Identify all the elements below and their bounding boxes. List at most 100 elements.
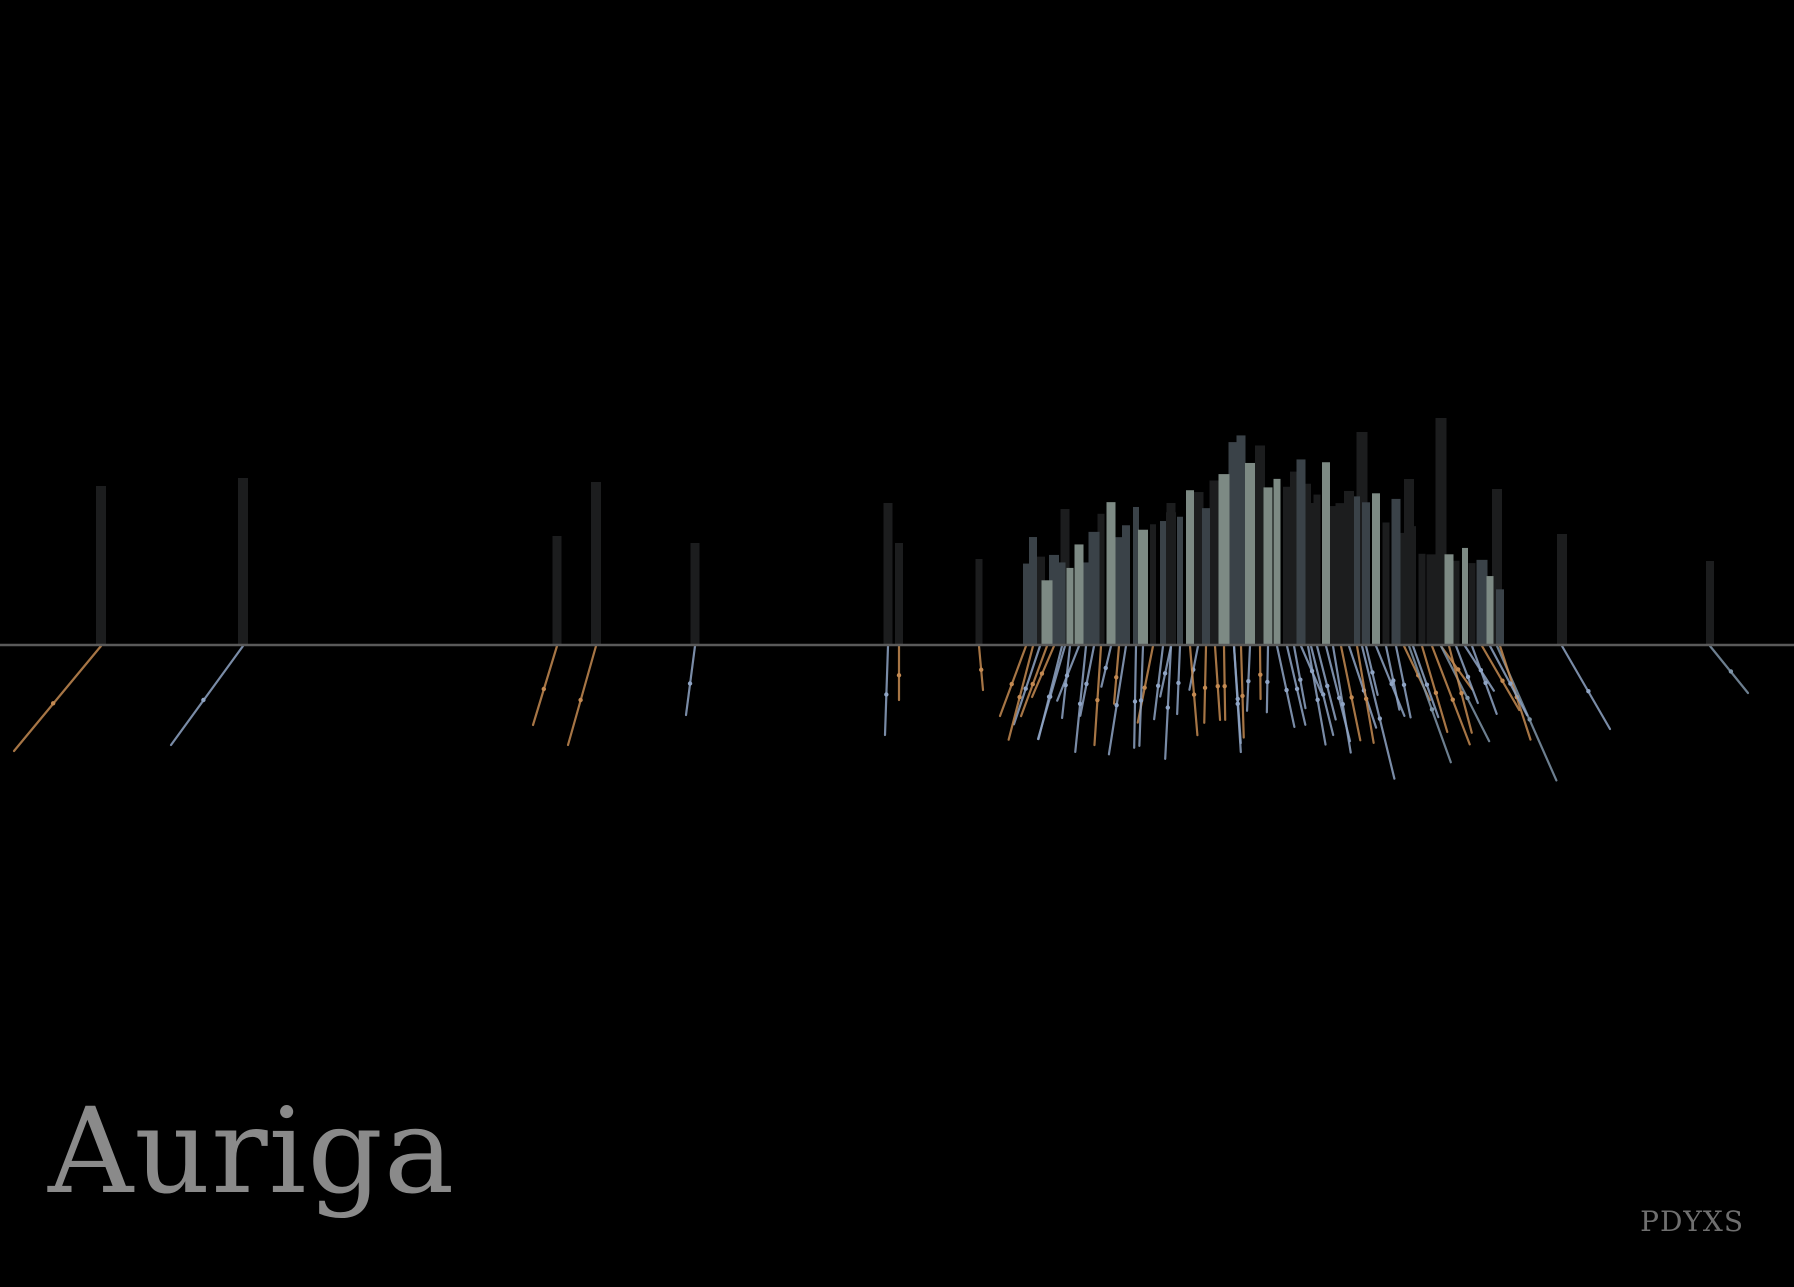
star-shadow-node [1265, 679, 1270, 685]
star-shadow [1265, 644, 1270, 714]
star-bar [1209, 480, 1221, 645]
star-shadow-node [1215, 684, 1220, 689]
star-bar [1306, 503, 1316, 645]
star-bar [1344, 490, 1354, 645]
star-shadow [169, 644, 245, 747]
star-shadow [1347, 644, 1378, 729]
star-shadow-node [896, 673, 902, 678]
star-shadow-node [1508, 681, 1513, 686]
star-shadow [1188, 644, 1199, 737]
star-shadow-node [578, 697, 583, 703]
star-bar [1041, 580, 1053, 645]
star-bar [1245, 462, 1255, 645]
star-shadow-node [1391, 678, 1396, 683]
star-shadow-node [1284, 687, 1289, 693]
star-shadow [998, 644, 1028, 718]
star-shadow [1007, 644, 1035, 741]
star-shadow [1411, 644, 1440, 719]
star-shadow-node [1222, 683, 1227, 689]
star-shadow [1488, 644, 1529, 717]
star-shadow-node [1103, 665, 1108, 671]
star-shadow [883, 644, 890, 737]
artist-signature: PDYXS [1640, 1205, 1744, 1238]
star-shadow-node [979, 667, 984, 672]
star-bar [1296, 459, 1306, 645]
star-bar [1486, 576, 1494, 645]
star-shadow-node [50, 701, 56, 706]
star-shadow [1239, 644, 1245, 739]
star-shadow-node [1424, 682, 1430, 687]
star-shadow-node [1084, 681, 1089, 687]
star-bar [1160, 521, 1166, 645]
star-shadow-node [1246, 679, 1251, 684]
star-shadow [1030, 644, 1056, 699]
star-shadow-node [1030, 681, 1035, 687]
star-bar [1328, 506, 1338, 645]
star-shadow [1037, 644, 1064, 741]
star-shadow-node [1240, 693, 1245, 699]
star-shadow [1079, 644, 1096, 717]
star-bar [1097, 513, 1105, 645]
star-shadow [1439, 644, 1491, 743]
star-shadow-node [1023, 686, 1028, 691]
star-shadow [1138, 644, 1145, 747]
star-shadow [1447, 644, 1473, 734]
star-shadow-node [1389, 681, 1394, 687]
star-bar [1150, 524, 1156, 645]
star-shadow-node [1191, 692, 1197, 697]
star-shadow-node [1162, 671, 1168, 676]
star-shadow [1245, 644, 1252, 712]
star-bar [1177, 516, 1183, 645]
star-shadow-node [1114, 675, 1119, 680]
star-bar [1492, 489, 1502, 645]
star-shadow-node [1465, 695, 1470, 701]
star-shadow-node [1527, 717, 1532, 722]
star-bar [1133, 506, 1139, 645]
star-bar [1088, 531, 1100, 645]
star-shadow-node [1500, 678, 1505, 683]
star-shadow [1074, 644, 1088, 753]
star-shadow [1339, 644, 1362, 742]
star-shadow-node [1114, 702, 1119, 708]
star-shadow-node [1349, 695, 1354, 700]
star-bar [552, 536, 562, 645]
star-bar [1496, 589, 1504, 645]
star-shadow [1315, 644, 1337, 721]
star-bar [1462, 547, 1468, 645]
star-shadow-node [1095, 697, 1100, 703]
star-shadow [1222, 644, 1227, 721]
star-shadow [1133, 644, 1138, 749]
star-bar [1404, 479, 1414, 645]
star-shadow-node [1363, 696, 1369, 702]
star-bar [1236, 435, 1246, 645]
star-shadow-node [1483, 680, 1488, 686]
star-bar [1255, 445, 1265, 645]
star-bar [1074, 544, 1084, 645]
star-bar [1106, 502, 1116, 645]
star-shadow-node [1377, 716, 1383, 721]
star-shadow [1430, 644, 1471, 746]
star-bar [1362, 502, 1370, 645]
star-bar [1263, 487, 1273, 645]
star-shadow [1560, 644, 1612, 731]
star-bar [1418, 553, 1426, 645]
star-shadow [1360, 644, 1396, 780]
star-shadow [1258, 644, 1262, 701]
star-bar [1391, 498, 1401, 645]
star-shadow [1463, 644, 1495, 692]
star-shadow-node [1017, 694, 1022, 700]
star-shadow [1093, 644, 1103, 747]
star-shadow-node [687, 681, 693, 686]
star-shadow-node [1258, 672, 1263, 677]
star-bar [895, 543, 903, 645]
star-shadow-node [1202, 685, 1208, 690]
star-bar [1202, 508, 1210, 645]
star-shadow [1439, 644, 1474, 691]
star-shadow-node [1064, 673, 1070, 678]
star-shadow [1056, 644, 1081, 702]
star-bar [1706, 561, 1714, 645]
star-shadow [1060, 644, 1072, 720]
star-bar [1166, 503, 1176, 645]
star-shadow-node [1155, 683, 1161, 689]
